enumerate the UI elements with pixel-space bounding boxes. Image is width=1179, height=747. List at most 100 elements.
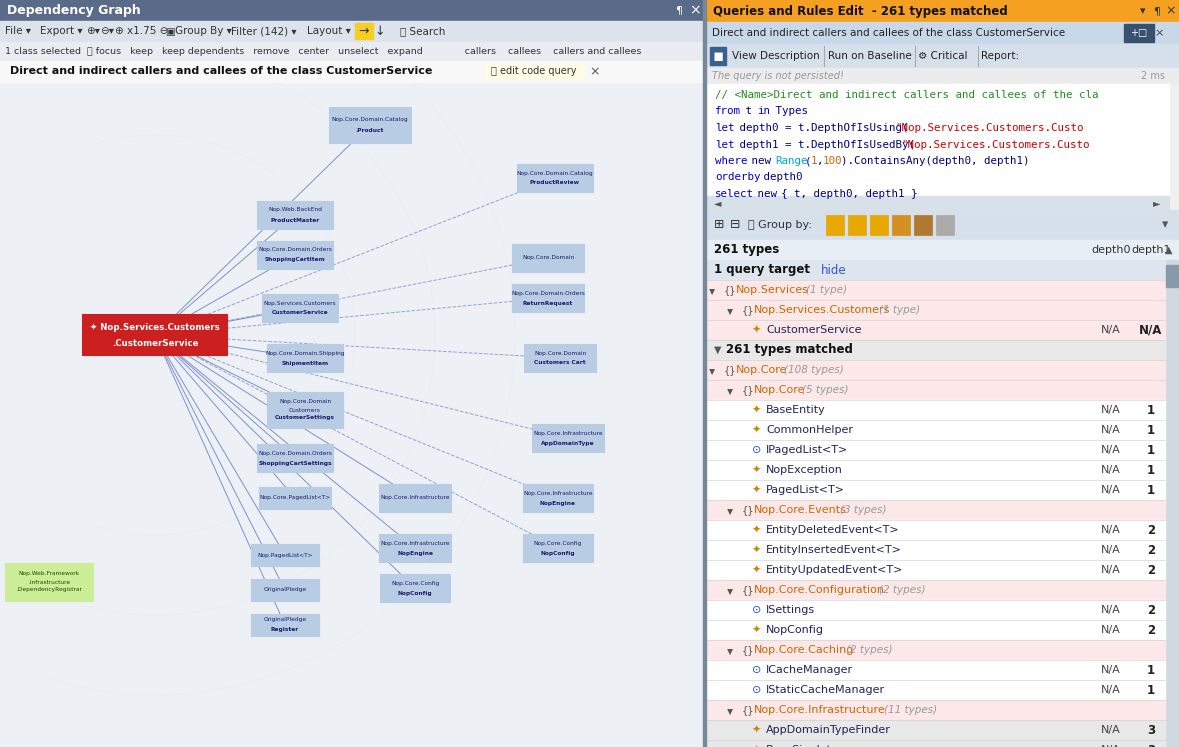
- Text: Nop.Core.Domain: Nop.Core.Domain: [279, 400, 331, 404]
- Text: Nop.Core.Config: Nop.Core.Config: [534, 541, 582, 545]
- Text: 1: 1: [1147, 483, 1155, 497]
- Bar: [329, 107, 411, 143]
- Bar: [512, 244, 584, 272]
- Text: (1 type): (1 type): [806, 285, 848, 295]
- Text: ▲: ▲: [727, 306, 733, 314]
- Bar: [262, 294, 338, 322]
- Text: ⓘ edit code query: ⓘ edit code query: [492, 66, 577, 76]
- Bar: [523, 344, 597, 372]
- Text: Direct and indirect callers and callees of the class CustomerService: Direct and indirect callers and callees …: [9, 66, 433, 76]
- Bar: [706, 196, 1170, 210]
- Bar: [523, 484, 593, 512]
- Text: CustomerService: CustomerService: [766, 325, 862, 335]
- Text: where: where: [714, 156, 747, 166]
- Text: N/A: N/A: [1101, 465, 1121, 475]
- Bar: [485, 64, 582, 79]
- Text: ▣: ▣: [165, 26, 176, 37]
- Text: {}: {}: [724, 365, 737, 375]
- Text: View Description: View Description: [732, 51, 819, 61]
- Text: ReturnRequest: ReturnRequest: [522, 300, 573, 306]
- Bar: [1124, 24, 1154, 42]
- Text: N/A: N/A: [1101, 725, 1121, 735]
- Bar: [266, 392, 343, 428]
- Bar: [706, 380, 1165, 400]
- Text: Types: Types: [769, 107, 808, 117]
- Text: ▲: ▲: [727, 506, 733, 515]
- Text: (3 types): (3 types): [841, 505, 887, 515]
- Bar: [380, 574, 450, 602]
- Text: Layout ▾: Layout ▾: [308, 26, 351, 37]
- Text: ⊙: ⊙: [752, 685, 762, 695]
- Bar: [706, 360, 1165, 380]
- Bar: [706, 640, 1165, 660]
- Text: Nop.Core.Caching: Nop.Core.Caching: [755, 645, 855, 655]
- Text: 2: 2: [1147, 563, 1155, 577]
- Text: OriginalPledge: OriginalPledge: [263, 587, 307, 592]
- Text: (5 types): (5 types): [802, 385, 849, 395]
- Text: (108 types): (108 types): [784, 365, 844, 375]
- Bar: [706, 480, 1165, 500]
- Text: +□: +□: [1131, 28, 1147, 38]
- Text: 2: 2: [1147, 604, 1155, 616]
- Text: Nop.Core.Domain.Shipping: Nop.Core.Domain.Shipping: [265, 350, 344, 356]
- Text: ⊙: ⊙: [752, 445, 762, 455]
- Text: Export ▾: Export ▾: [40, 26, 83, 37]
- Text: 3: 3: [1147, 724, 1155, 737]
- Text: ⊟: ⊟: [730, 219, 740, 232]
- Text: Nop.Core.Events: Nop.Core.Events: [755, 505, 847, 515]
- Text: File ▾: File ▾: [5, 26, 31, 37]
- Text: Report:: Report:: [981, 51, 1020, 61]
- Bar: [0, 21, 703, 42]
- Text: Group By ▾: Group By ▾: [174, 26, 231, 37]
- Text: Nop.Services.Customers: Nop.Services.Customers: [264, 300, 336, 306]
- Bar: [706, 420, 1165, 440]
- Text: ✦: ✦: [752, 565, 762, 575]
- Bar: [378, 484, 452, 512]
- Bar: [523, 534, 593, 562]
- Bar: [706, 68, 1179, 84]
- Text: ⊕ x1.75 ⊖: ⊕ x1.75 ⊖: [114, 26, 167, 37]
- Text: ×: ×: [1154, 28, 1164, 38]
- Bar: [703, 0, 706, 747]
- Text: { t, depth0, depth1 }: { t, depth0, depth1 }: [780, 189, 917, 199]
- Text: Nop.Core.Infrastructure: Nop.Core.Infrastructure: [755, 705, 885, 715]
- Bar: [0, 42, 703, 61]
- Text: NopEngine: NopEngine: [397, 551, 433, 556]
- Text: {}: {}: [742, 385, 755, 395]
- Text: 2: 2: [1147, 544, 1155, 557]
- Text: 🔍 Search: 🔍 Search: [400, 26, 446, 37]
- Bar: [257, 444, 332, 472]
- Bar: [251, 614, 320, 636]
- Text: new: new: [745, 156, 777, 166]
- Text: ¶: ¶: [1153, 6, 1160, 16]
- Text: 1: 1: [1147, 663, 1155, 677]
- Text: N/A: N/A: [1101, 665, 1121, 675]
- Text: N/A: N/A: [1101, 605, 1121, 615]
- Text: // <Name>Direct and indirect callers and callees of the cla: // <Name>Direct and indirect callers and…: [714, 90, 1099, 100]
- Text: OriginalPledge: OriginalPledge: [263, 618, 307, 622]
- Bar: [706, 720, 1165, 740]
- Text: ✦ Nop.Services.Customers: ✦ Nop.Services.Customers: [90, 323, 219, 332]
- Text: depth0 = t.DepthOfIsUsing(: depth0 = t.DepthOfIsUsing(: [733, 123, 909, 133]
- Bar: [378, 534, 452, 562]
- Bar: [0, 0, 703, 21]
- Text: ✦: ✦: [752, 545, 762, 555]
- Bar: [706, 560, 1165, 580]
- Bar: [936, 215, 954, 235]
- Text: 1: 1: [1147, 684, 1155, 696]
- Text: ShoppingCartItem: ShoppingCartItem: [264, 258, 325, 262]
- Bar: [706, 84, 1170, 210]
- Bar: [0, 61, 703, 82]
- Bar: [266, 344, 343, 372]
- Text: {}: {}: [742, 585, 755, 595]
- Text: .Infrastructure: .Infrastructure: [28, 580, 70, 584]
- Bar: [710, 47, 726, 65]
- Bar: [706, 500, 1165, 520]
- Text: depth0: depth0: [1092, 245, 1131, 255]
- Text: ▲: ▲: [709, 285, 714, 294]
- Bar: [706, 340, 1165, 360]
- Bar: [706, 22, 1179, 44]
- Text: Register: Register: [271, 627, 299, 633]
- Text: The query is not persisted!: The query is not persisted!: [712, 71, 844, 81]
- Bar: [706, 700, 1165, 720]
